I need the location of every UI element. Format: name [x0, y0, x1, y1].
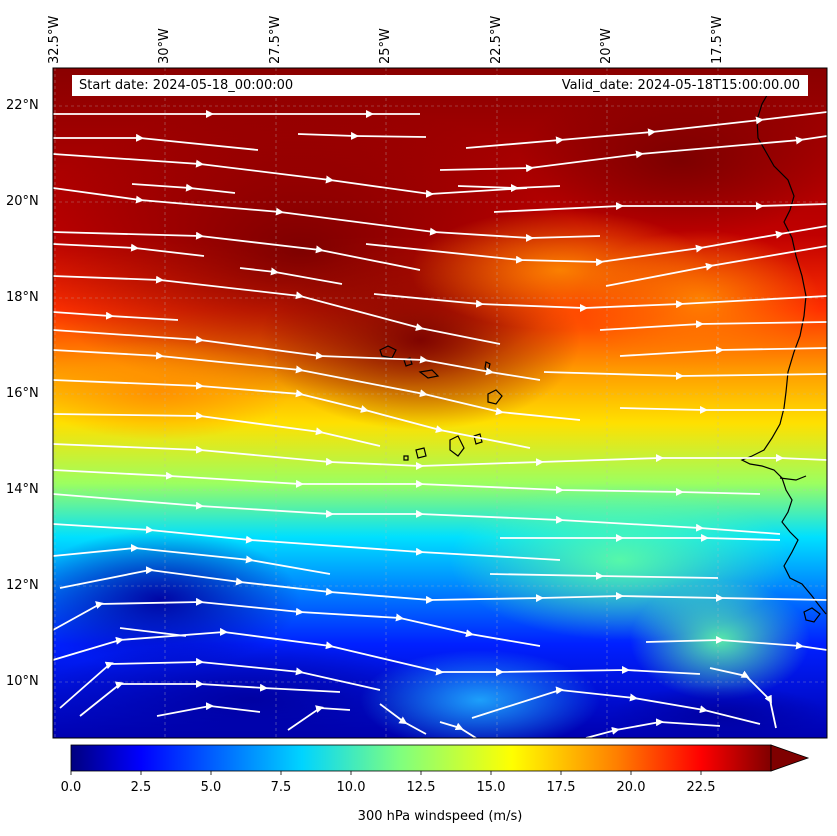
valid-date-label: Valid_date: 2024-05-18T15:00:00.00	[561, 78, 800, 93]
streamline	[287, 705, 351, 731]
streamline	[131, 183, 236, 194]
streamline	[709, 667, 777, 729]
longitude-label: 27.5°W	[268, 15, 283, 64]
streamline	[53, 311, 179, 321]
streamline	[373, 293, 827, 313]
streamline	[53, 231, 421, 271]
colorbar-fill	[70, 744, 772, 772]
longitude-label: 17.5°W	[710, 15, 725, 64]
windspeed-field	[53, 68, 827, 738]
map-frame	[52, 67, 828, 739]
streamline	[619, 405, 827, 414]
bijagos-coastline	[803, 607, 821, 623]
streamline	[53, 153, 528, 198]
streamline	[379, 703, 427, 735]
colorbar-tick-label: 15.0	[476, 780, 506, 795]
colorbar-tick-label: 12.5	[406, 780, 436, 795]
streamlines	[53, 110, 827, 738]
streamline	[599, 320, 827, 331]
latitude-label: 12°N	[6, 578, 39, 593]
streamline	[605, 245, 827, 287]
colorbar-tick-label: 20.0	[616, 780, 646, 795]
streamline	[457, 184, 561, 193]
colorbar-tick-label: 17.5	[546, 780, 576, 795]
streamline	[500, 533, 781, 542]
streamline	[53, 469, 761, 496]
streamline	[543, 371, 827, 380]
colorbar-title: 300 hPa windspeed (m/s)	[357, 809, 523, 824]
colorbar-extend-arrow	[770, 744, 810, 772]
date-banner: Start date: 2024-05-18_00:00:00 Valid_da…	[72, 75, 808, 96]
streamline	[53, 443, 827, 470]
latitude-label: 22°N	[6, 98, 39, 113]
streamline	[53, 133, 259, 151]
streamline	[297, 131, 427, 140]
streamline	[53, 379, 531, 449]
streamline	[471, 686, 761, 725]
cape-verde-maio	[473, 433, 483, 445]
colorbar-tick-label: 22.5	[686, 780, 716, 795]
longitude-label: 25°W	[378, 28, 393, 64]
longitude-label: 32.5°W	[47, 15, 62, 64]
latitude-label: 20°N	[6, 194, 39, 209]
colorbar-ticks	[70, 771, 702, 775]
streamline	[439, 135, 827, 173]
streamline	[59, 657, 381, 709]
colorbar-tick-label: 2.5	[130, 780, 152, 795]
colorbar-tick-label: 7.5	[270, 780, 292, 795]
colorbar-tick-label: 5.0	[200, 780, 222, 795]
streamline	[53, 493, 781, 535]
colorbar-tick-label: 0.0	[60, 780, 82, 795]
streamline	[53, 627, 701, 677]
streamline	[156, 702, 261, 717]
latitude-label: 10°N	[6, 674, 39, 689]
gambia-coastline	[779, 475, 807, 481]
colorbar	[70, 744, 810, 772]
start-date-label: Start date: 2024-05-18_00:00:00	[79, 78, 294, 93]
africa-coastline	[740, 89, 827, 615]
longitude-label: 30°W	[157, 28, 172, 64]
streamline	[493, 202, 827, 213]
streamline	[53, 523, 561, 561]
longitude-label: 20°W	[599, 28, 614, 64]
streamline	[79, 679, 341, 717]
streamline	[53, 411, 381, 447]
streamline	[645, 635, 827, 651]
colorbar-tick-label: 10.0	[336, 780, 366, 795]
latitude-label: 18°N	[6, 290, 39, 305]
streamline	[53, 243, 205, 257]
streamline	[585, 718, 721, 738]
streamline	[365, 225, 827, 267]
streamline	[439, 721, 477, 738]
latitude-label: 14°N	[6, 482, 39, 497]
latitude-label: 16°N	[6, 386, 39, 401]
streamline	[619, 346, 827, 357]
streamline	[53, 275, 501, 345]
longitude-label: 22.5°W	[489, 15, 504, 64]
